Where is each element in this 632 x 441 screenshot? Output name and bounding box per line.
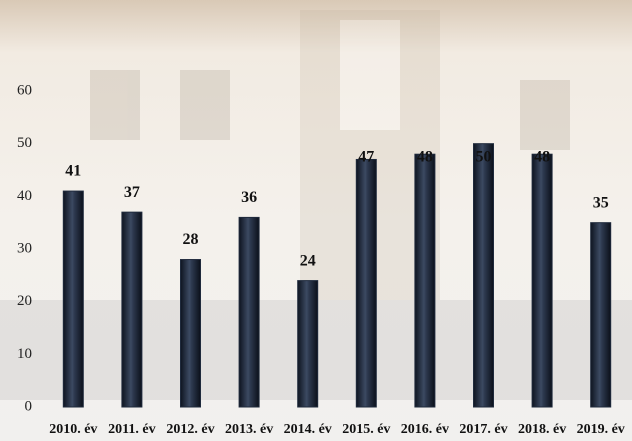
x-tick-label: 2015. év xyxy=(342,422,390,437)
x-tick-label: 2014. év xyxy=(284,422,332,437)
y-tick-label: 60 xyxy=(17,82,32,98)
bar xyxy=(531,153,553,408)
x-tick-label: 2019. év xyxy=(577,422,625,437)
bar xyxy=(62,190,84,408)
y-tick-label: 30 xyxy=(17,240,32,256)
data-label: 37 xyxy=(124,184,140,201)
bar xyxy=(355,158,377,408)
data-label: 47 xyxy=(358,149,374,166)
bar xyxy=(121,211,143,408)
data-label: 24 xyxy=(300,252,316,269)
y-tick-label: 20 xyxy=(17,293,32,309)
x-tick-label: 2018. év xyxy=(518,422,566,437)
y-tick-label: 10 xyxy=(17,346,32,362)
y-tick-label: 0 xyxy=(25,398,33,414)
bar xyxy=(414,153,436,408)
data-label: 41 xyxy=(65,163,81,180)
x-tick-label: 2012. év xyxy=(166,422,214,437)
bar xyxy=(180,259,201,408)
x-tick-label: 2010. év xyxy=(49,422,97,437)
data-label: 35 xyxy=(593,194,609,211)
bar xyxy=(297,280,319,408)
bar xyxy=(590,222,612,408)
y-tick-label: 40 xyxy=(17,188,32,204)
data-label: 36 xyxy=(241,189,257,206)
x-tick-label: 2013. év xyxy=(225,422,273,437)
x-tick-label: 2016. év xyxy=(401,422,449,437)
data-label: 50 xyxy=(476,149,492,166)
x-tick-label: 2011. év xyxy=(108,422,155,437)
x-tick-label: 2017. év xyxy=(459,422,507,437)
bar xyxy=(238,216,260,408)
data-label: 28 xyxy=(183,231,199,248)
bar xyxy=(473,143,494,408)
data-label: 48 xyxy=(417,149,433,166)
data-label: 48 xyxy=(534,149,550,166)
y-tick-label: 50 xyxy=(17,135,32,151)
